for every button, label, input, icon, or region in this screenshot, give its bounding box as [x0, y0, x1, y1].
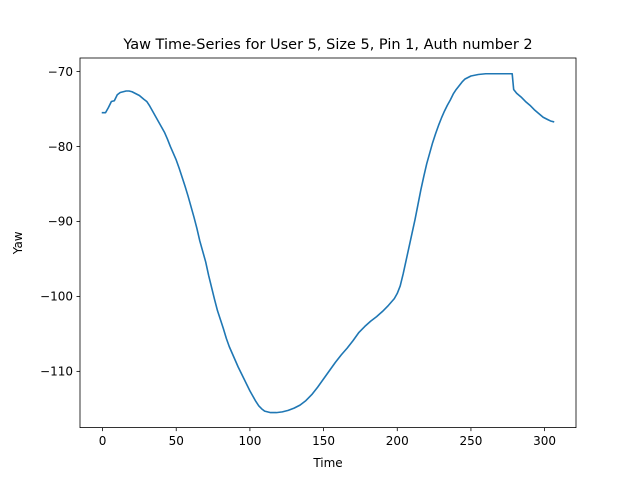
y-tick-label: −90: [48, 215, 73, 229]
y-tick-label: −80: [48, 140, 73, 154]
y-tick-label: −70: [48, 65, 73, 79]
y-tick-label: −100: [40, 290, 73, 304]
x-axis-label: Time: [312, 456, 342, 470]
x-tick-label: 100: [238, 434, 261, 448]
plot-area: [79, 57, 577, 429]
y-tick-label: −110: [40, 365, 73, 379]
y-axis-label: Yaw: [11, 231, 25, 255]
plot-frame: [79, 57, 577, 429]
y-axis-ticks: −110 −100 −90 −80 −70: [40, 65, 80, 379]
x-tick-label: 200: [386, 434, 409, 448]
x-tick-label: 0: [99, 434, 107, 448]
x-tick-label: 250: [459, 434, 482, 448]
yaw-series-line: [101, 72, 555, 414]
chart-title: Yaw Time-Series for User 5, Size 5, Pin …: [122, 37, 532, 53]
x-tick-label: 300: [533, 434, 556, 448]
x-tick-label: 50: [169, 434, 184, 448]
x-tick-label: 150: [312, 434, 335, 448]
x-axis-ticks: 0 50 100 150 200 250 300: [99, 427, 556, 448]
